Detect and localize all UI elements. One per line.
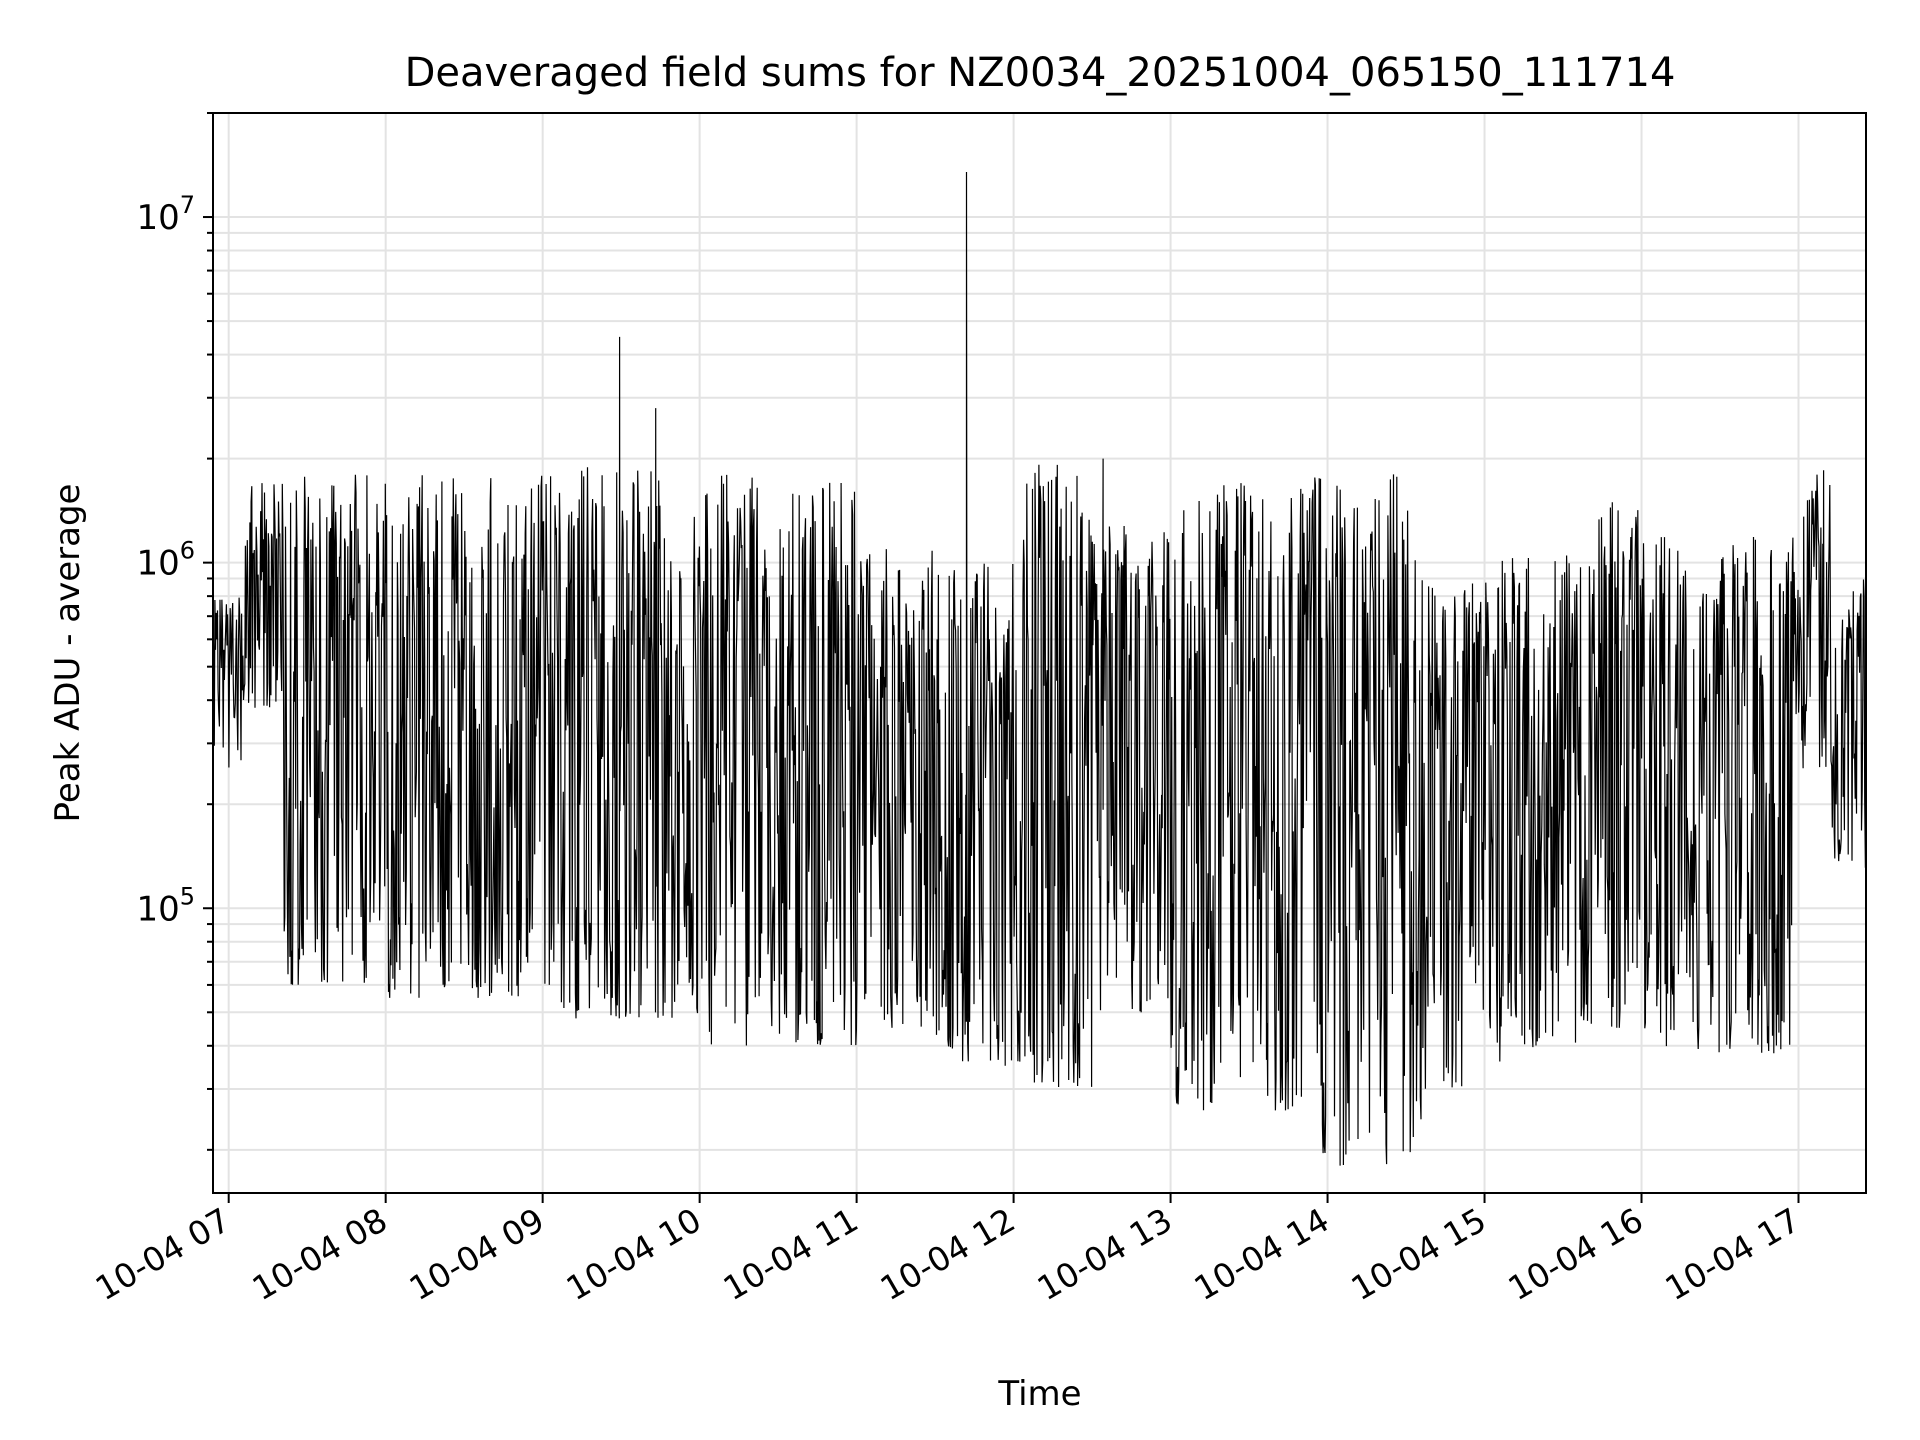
data-series-line	[213, 171, 1866, 1166]
y-tick-label: 107	[136, 191, 195, 238]
series-line	[213, 171, 1866, 1166]
plot-frame	[212, 112, 1867, 1194]
y-tick-exponent: 5	[180, 882, 195, 910]
x-axis-label: Time	[997, 1374, 1081, 1414]
chart-title: Deaveraged field sums for NZ0034_2025100…	[405, 50, 1676, 96]
y-tick-label: 105	[136, 882, 195, 929]
y-tick-label: 106	[136, 537, 195, 584]
y-tick-base: 10	[136, 544, 179, 584]
y-axis-label: Peak ADU - average	[48, 484, 88, 823]
y-tick-exponent: 6	[180, 537, 195, 565]
y-tick-exponent: 7	[180, 191, 195, 219]
y-tick-base: 10	[136, 198, 179, 238]
y-tick-base: 10	[136, 889, 179, 929]
